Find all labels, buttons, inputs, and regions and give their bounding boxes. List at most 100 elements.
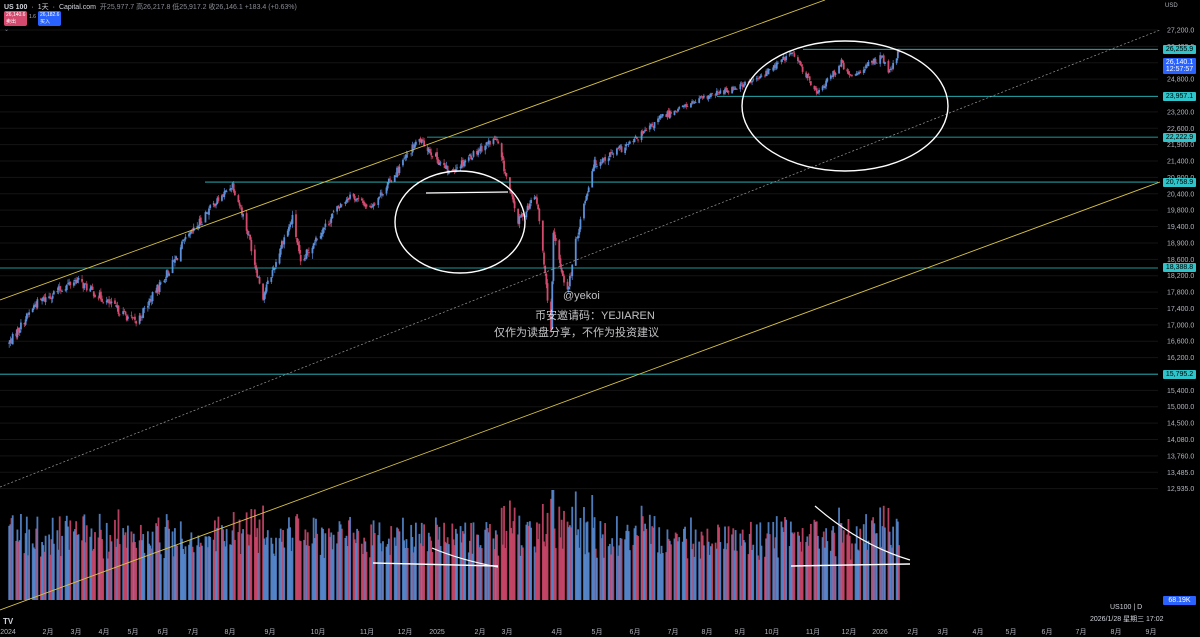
volume-bar — [809, 523, 812, 600]
volume-bar — [349, 516, 351, 600]
volume-bar — [759, 522, 762, 600]
volume-bar — [72, 531, 75, 600]
volume-bar — [362, 553, 364, 600]
candle-body — [423, 140, 426, 147]
volume-bar — [545, 534, 548, 600]
volume-bar — [674, 532, 677, 600]
volume-bar — [469, 540, 471, 600]
volume-base-line-right — [790, 563, 911, 567]
candle-body — [181, 241, 183, 249]
candle-body — [412, 144, 415, 149]
volume-bar — [328, 528, 330, 600]
volume-bar — [420, 522, 423, 600]
candle-body — [611, 152, 614, 154]
candle-body — [484, 145, 487, 151]
candle-body — [289, 224, 292, 228]
candle-body — [204, 212, 207, 223]
candle-body — [740, 83, 743, 85]
y-tick-label: 15,400.0 — [1167, 388, 1194, 395]
candle-body — [124, 311, 127, 315]
volume-bar — [196, 545, 199, 600]
candle-body — [744, 81, 746, 86]
volume-bar — [157, 517, 160, 600]
collapse-chevron-icon[interactable]: ⌄ — [4, 27, 10, 33]
volume-bar — [624, 539, 627, 600]
volume-bar — [198, 546, 201, 600]
candle-body — [439, 162, 442, 164]
volume-bar — [10, 518, 13, 600]
volume-bar — [322, 528, 324, 600]
candle-body — [151, 292, 154, 302]
candle-body — [231, 183, 234, 188]
volume-bar — [848, 535, 851, 600]
candle-body — [892, 62, 895, 69]
volume-bar — [20, 513, 22, 600]
y-tick-label: 23,200.0 — [1167, 109, 1194, 116]
interval-label[interactable]: 1天 — [37, 4, 49, 11]
buy-price: 26,182.6 — [40, 12, 60, 18]
candle-body — [36, 299, 39, 308]
volume-bar — [612, 546, 615, 600]
candle-body — [759, 75, 762, 79]
currency-label[interactable]: USD — [1165, 3, 1178, 9]
volume-bar — [871, 520, 873, 600]
volume-bar — [764, 556, 766, 600]
volume-bar — [224, 546, 227, 600]
volume-bar — [480, 548, 483, 600]
candle-body — [842, 62, 845, 70]
volume-bar — [11, 515, 14, 600]
volume-bar — [114, 519, 116, 600]
volume-bar — [298, 540, 301, 600]
volume-bar — [571, 506, 574, 600]
candle-body — [75, 279, 78, 284]
candle-body — [536, 197, 538, 204]
volume-bar — [862, 524, 865, 600]
candle-body — [311, 247, 314, 254]
y-tick-label: 13,760.0 — [1167, 453, 1194, 460]
candle-body — [237, 195, 240, 203]
volume-bar — [677, 541, 679, 600]
candle-body — [349, 194, 351, 199]
candle-body — [248, 234, 250, 236]
volume-bar — [726, 543, 729, 600]
candle-body — [338, 206, 341, 209]
candle-body — [807, 73, 810, 76]
candle-body — [90, 286, 93, 290]
volume-bar — [675, 533, 678, 600]
candle-body — [693, 102, 696, 104]
volume-bar — [816, 535, 819, 600]
volume-bar — [477, 534, 480, 600]
candle-body — [880, 55, 883, 58]
candle-body — [692, 101, 695, 103]
volume-bar — [867, 540, 870, 600]
x-tick-label: 4月 — [973, 628, 984, 636]
symbol-title[interactable]: US 100 — [4, 3, 28, 11]
candle-body — [604, 157, 607, 161]
candle-body — [61, 291, 63, 292]
y-tick-label: 21,400.0 — [1167, 159, 1194, 166]
volume-bar — [774, 537, 777, 600]
candle-body — [694, 101, 697, 103]
sell-button[interactable]: 26,140.6 卖出 — [4, 11, 28, 26]
volume-bar — [529, 521, 531, 600]
volume-bar — [526, 521, 529, 600]
volume-bar — [879, 507, 882, 600]
volume-bar — [693, 556, 696, 600]
candle-body — [141, 316, 143, 318]
candle-body — [520, 213, 523, 217]
volume-bar — [628, 550, 631, 600]
candle-body — [896, 51, 899, 59]
candle-body — [848, 74, 851, 75]
y-tick-label: 27,200.0 — [1167, 28, 1194, 35]
candle-body — [722, 90, 725, 95]
volume-bar — [611, 538, 614, 600]
volume-bar — [711, 543, 714, 600]
candle-body — [332, 211, 335, 213]
volume-bar — [124, 532, 127, 600]
volume-bar — [451, 523, 454, 600]
volume-bar — [365, 551, 368, 600]
buy-button[interactable]: 26,182.6 买入 — [38, 11, 62, 26]
volume-bar — [685, 538, 688, 600]
candle-body — [650, 124, 652, 127]
